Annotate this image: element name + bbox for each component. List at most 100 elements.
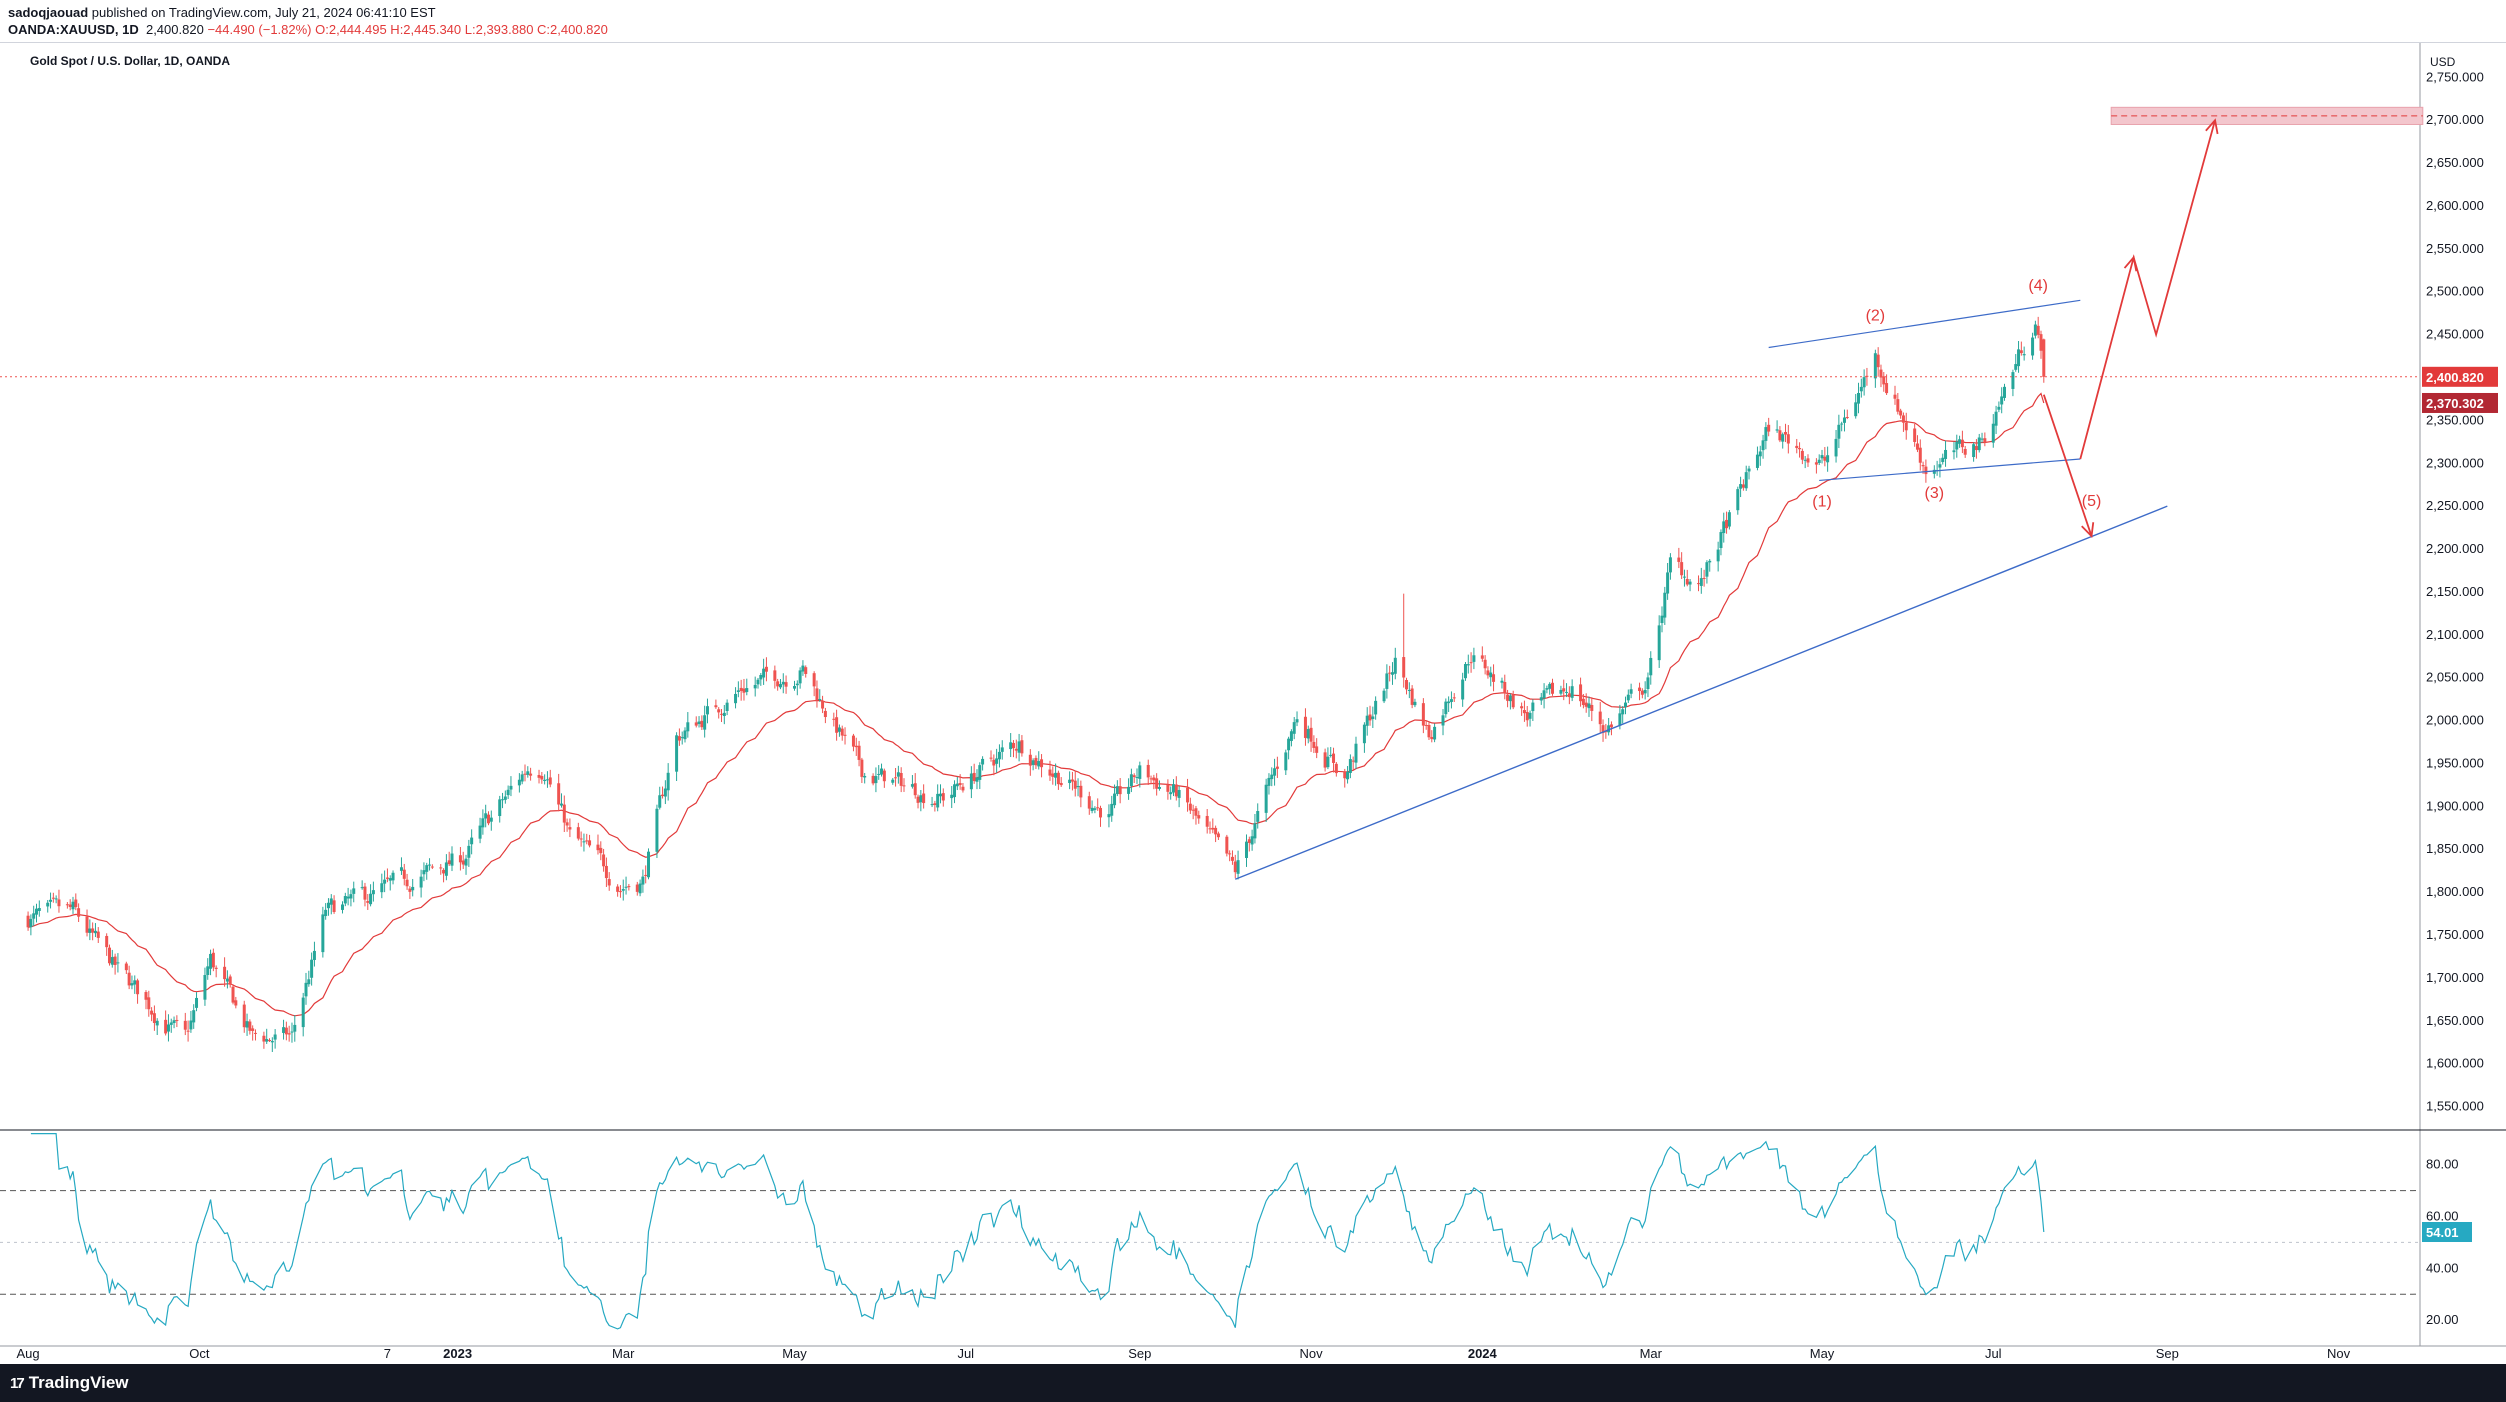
candle-body bbox=[1452, 697, 1456, 699]
candle-body bbox=[96, 931, 100, 938]
candle-body bbox=[54, 898, 58, 900]
candle-body bbox=[1705, 562, 1709, 577]
candle-body bbox=[857, 745, 861, 760]
tradingview-logo[interactable]: 17 TradingView bbox=[10, 1373, 129, 1393]
candle-body bbox=[1430, 736, 1434, 740]
candle-body bbox=[1306, 729, 1310, 739]
candle-body bbox=[110, 957, 114, 965]
candle-body bbox=[1166, 784, 1170, 792]
candle-body bbox=[1545, 688, 1549, 690]
candle-body bbox=[972, 772, 976, 782]
candle-body bbox=[1472, 655, 1476, 662]
arrowhead-target bbox=[2205, 118, 2219, 135]
candle-body bbox=[2042, 339, 2046, 377]
candle-body bbox=[975, 777, 979, 782]
candle-body bbox=[2000, 396, 2004, 405]
candle-body bbox=[1559, 689, 1563, 694]
publisher-line: sadoqjaouad published on TradingView.com… bbox=[8, 5, 436, 20]
candle-body bbox=[1508, 695, 1512, 702]
candle-body bbox=[1660, 615, 1664, 624]
candle-body bbox=[1604, 731, 1608, 733]
candle-body bbox=[506, 789, 510, 796]
candle-body bbox=[877, 773, 881, 775]
candle-body bbox=[107, 947, 111, 964]
projection-down-leg bbox=[2042, 394, 2093, 537]
candle-body bbox=[1093, 808, 1097, 810]
candle-body bbox=[1146, 764, 1150, 778]
candle-body bbox=[2014, 364, 2018, 370]
candle-body bbox=[147, 997, 151, 1010]
candle-body bbox=[186, 1030, 190, 1032]
candle-body bbox=[1048, 769, 1052, 776]
candle-body bbox=[1216, 833, 1220, 838]
price-tick-label: 2,450.000 bbox=[2426, 327, 2484, 342]
candle-body bbox=[978, 765, 982, 780]
last-price-badge-bg bbox=[2422, 366, 2498, 387]
candle-body bbox=[1194, 808, 1198, 816]
time-tick-label: Oct bbox=[189, 1346, 210, 1361]
candle-body bbox=[1955, 441, 1959, 450]
candle-body bbox=[57, 899, 61, 907]
candle-body bbox=[1629, 689, 1633, 694]
projection-up-path bbox=[2079, 119, 2216, 460]
price-tick-label: 2,500.000 bbox=[2426, 284, 2484, 299]
candle-body bbox=[1688, 581, 1692, 585]
price-change: −44.490 (−1.82%) bbox=[207, 22, 312, 37]
candle-body bbox=[1214, 827, 1218, 835]
candle-body bbox=[815, 688, 819, 701]
candle-body bbox=[369, 893, 373, 905]
candle-body bbox=[776, 681, 780, 687]
candle-body bbox=[68, 904, 72, 907]
candle-body bbox=[444, 862, 448, 876]
candle-body bbox=[71, 901, 75, 910]
candle-body bbox=[1997, 406, 2001, 410]
candle-body bbox=[795, 683, 799, 686]
candlestick-series bbox=[26, 316, 2046, 1052]
candle-body bbox=[1244, 841, 1248, 858]
candle-body bbox=[1885, 383, 1889, 394]
candle-body bbox=[1211, 827, 1215, 830]
candle-body bbox=[722, 712, 726, 717]
rsi-tick-label: 80.00 bbox=[2426, 1157, 2459, 1172]
candle-body bbox=[981, 758, 985, 765]
candle-body bbox=[1054, 772, 1058, 778]
candle-body bbox=[248, 1021, 252, 1031]
candle-body bbox=[1441, 715, 1445, 726]
candle-body bbox=[1236, 860, 1240, 874]
candle-body bbox=[1267, 777, 1271, 786]
candle-body bbox=[1326, 756, 1330, 768]
candle-body bbox=[616, 886, 620, 892]
candle-body bbox=[958, 783, 962, 786]
candle-body bbox=[675, 735, 679, 772]
candle-body bbox=[641, 876, 645, 885]
candle-body bbox=[1685, 579, 1689, 585]
candle-body bbox=[1991, 423, 1995, 443]
candle-body bbox=[402, 869, 406, 879]
candle-body bbox=[1388, 672, 1392, 674]
candle-body bbox=[736, 690, 740, 693]
candle-body bbox=[1110, 803, 1114, 816]
rsi-tick-label: 20.00 bbox=[2426, 1312, 2459, 1327]
candle-body bbox=[1489, 672, 1493, 678]
candle-body bbox=[1402, 657, 1406, 678]
candle-body bbox=[1548, 683, 1552, 689]
candle-body bbox=[1579, 684, 1583, 702]
candle-body bbox=[1191, 809, 1195, 811]
candle-body bbox=[1609, 724, 1613, 728]
candle-body bbox=[352, 888, 356, 894]
candle-body bbox=[1601, 725, 1605, 733]
candle-body bbox=[1915, 443, 1919, 450]
candle-body bbox=[1626, 694, 1630, 701]
candle-body bbox=[1068, 779, 1072, 784]
price-tick-label: 2,100.000 bbox=[2426, 627, 2484, 642]
candle-body bbox=[1228, 853, 1232, 855]
candle-body bbox=[1618, 713, 1622, 726]
candle-body bbox=[29, 918, 33, 928]
candle-body bbox=[371, 890, 375, 895]
candle-body bbox=[144, 992, 148, 1000]
price-tick-label: 2,000.000 bbox=[2426, 713, 2484, 728]
candle-body bbox=[195, 997, 199, 1008]
candle-body bbox=[1466, 664, 1470, 666]
candle-body bbox=[1205, 815, 1209, 827]
